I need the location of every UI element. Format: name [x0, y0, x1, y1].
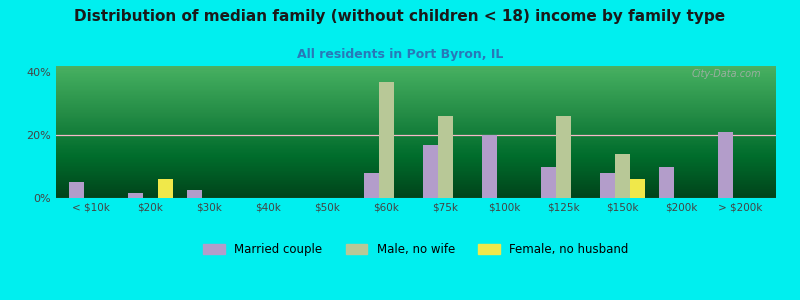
Text: All residents in Port Byron, IL: All residents in Port Byron, IL [297, 48, 503, 61]
Bar [659, 167, 674, 198]
Bar [70, 182, 84, 198]
Bar [423, 145, 438, 198]
Bar [438, 116, 453, 198]
Text: Distribution of median family (without children < 18) income by family type: Distribution of median family (without c… [74, 9, 726, 24]
Bar [187, 190, 202, 198]
Bar [158, 179, 173, 198]
Bar [379, 82, 394, 198]
Text: City-Data.com: City-Data.com [692, 69, 762, 79]
Bar [542, 167, 556, 198]
Bar [556, 116, 571, 198]
Bar [615, 154, 630, 198]
Bar [128, 193, 143, 198]
Bar [630, 179, 645, 198]
Bar [718, 132, 734, 198]
Bar [601, 173, 615, 198]
Bar [364, 173, 379, 198]
Bar [482, 135, 497, 198]
Legend: Married couple, Male, no wife, Female, no husband: Married couple, Male, no wife, Female, n… [198, 238, 634, 261]
